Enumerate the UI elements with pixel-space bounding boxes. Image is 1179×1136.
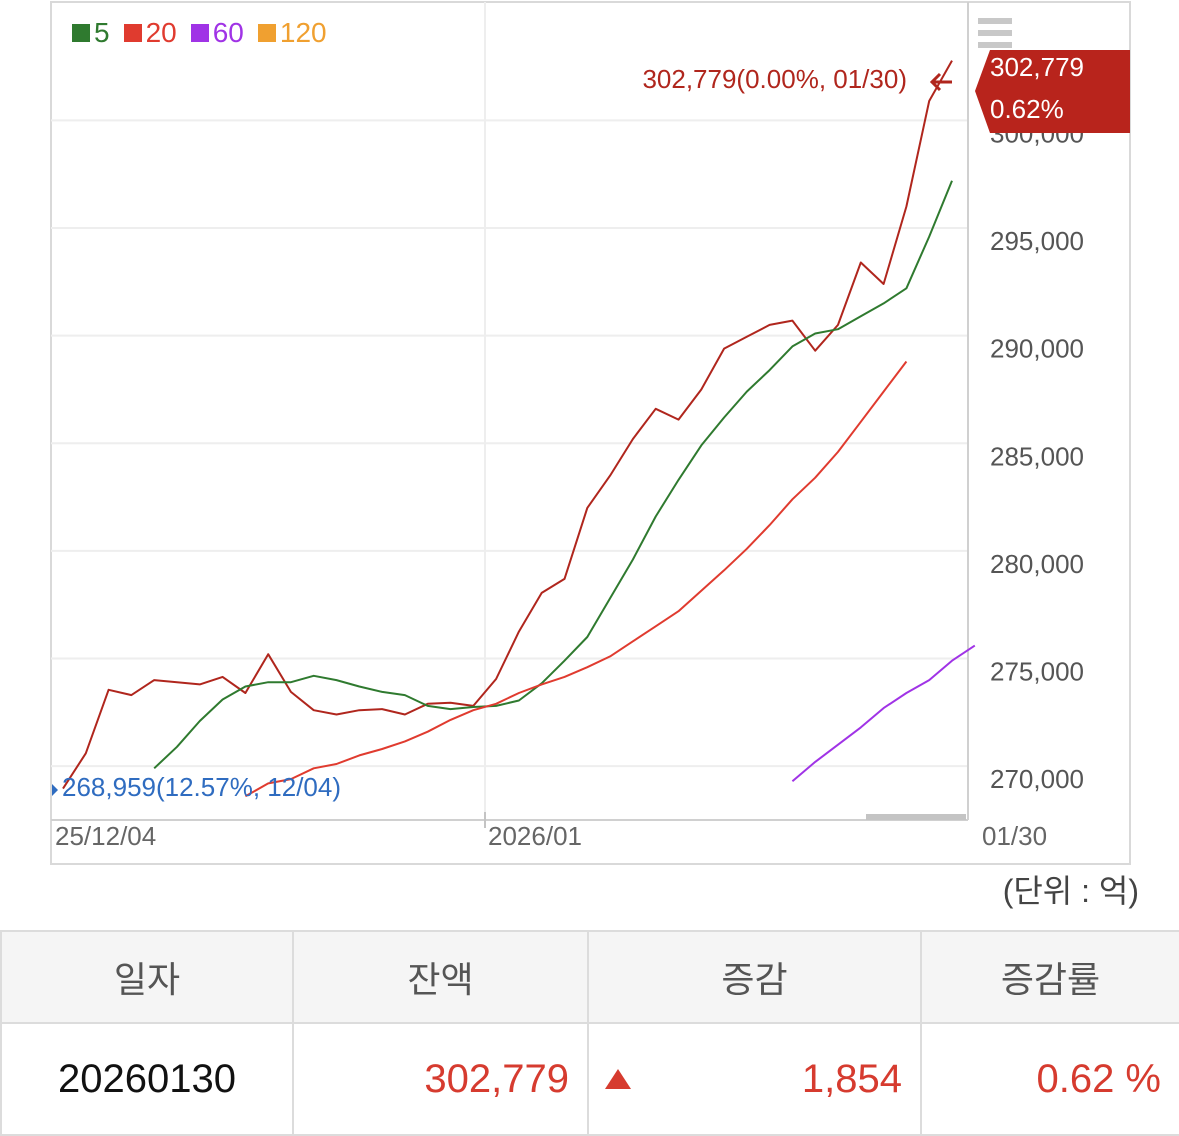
series-line-20 [244,360,908,798]
balance-table: 일자 잔액 증감 증감률 20260130 302,779 1,854 0.62… [0,930,1179,1136]
series-line-price [62,60,953,790]
y-tick-label: 275,000 [990,657,1084,687]
legend-item-5[interactable]: 5 [72,16,110,50]
legend-label: 120 [279,17,327,48]
hamburger-menu-icon[interactable] [978,18,1012,52]
y-tick-label: 280,000 [990,549,1084,579]
balance-cell: 302,779 [292,1022,589,1136]
current-change-text: 0.62% [990,94,1064,124]
current-value-badge: 302,779 0.62% [975,50,1130,133]
min-value-label: 268,959(12.57%, 12/04) [62,772,341,802]
y-tick-label: 285,000 [990,441,1084,471]
current-value-text: 302,779 [990,52,1084,82]
column-header-balance: 잔액 [292,930,589,1024]
change-rate-cell: 0.62 % [920,1022,1179,1136]
y-tick-label: 270,000 [990,764,1084,794]
x-tick-label: 01/30 [982,821,1047,851]
max-value-label: 302,779(0.00%, 01/30) [642,64,907,94]
chart-area: 270,000 275,000 280,000 285,000 290,000 295,0… [50,1,1139,909]
series-lines [62,60,976,798]
balance-line-chart: 270,000 275,000 280,000 285,000 290,000 295,0… [50,1,1131,865]
table-row: 20260130 302,779 1,854 0.62 % [0,1022,1179,1136]
column-header-date: 일자 [0,930,294,1024]
min-marker-icon [52,784,58,796]
legend-item-60[interactable]: 60 [190,16,244,50]
legend-label: 20 [145,17,177,48]
triangle-up-icon [605,1069,631,1089]
y-tick-label: 290,000 [990,334,1084,364]
series-line-60 [791,644,976,783]
legend-item-20[interactable]: 20 [123,16,177,50]
x-tick-label: 25/12/04 [55,821,156,851]
date-cell: 20260130 [0,1022,294,1136]
legend-item-120[interactable]: 120 [257,16,327,50]
legend-label: 60 [212,17,244,48]
arrow-left-icon [929,72,952,92]
change-cell: 1,854 [587,1022,922,1136]
column-header-change-rate: 증감률 [920,930,1179,1024]
x-tick-label: 2026/01 [488,821,582,851]
table-header-row: 일자 잔액 증감 증감률 [0,930,1179,1024]
grid-lines [51,119,968,768]
column-header-change: 증감 [587,930,922,1024]
change-value: 1,854 [801,1056,902,1101]
legend-swatch [190,24,209,42]
y-tick-labels: 270,000 275,000 280,000 285,000 290,000 295,0… [990,118,1084,794]
legend-label: 5 [94,17,110,48]
chart-frame [50,1,1131,865]
legend-swatch [123,24,142,42]
chart-legend: 5 20 60 120 [72,16,327,50]
series-line-5 [153,180,953,770]
legend-swatch [72,24,90,42]
legend-swatch [257,24,276,42]
y-tick-label: 295,000 [990,226,1084,256]
unit-label: (단위 : 억) [1002,873,1139,909]
